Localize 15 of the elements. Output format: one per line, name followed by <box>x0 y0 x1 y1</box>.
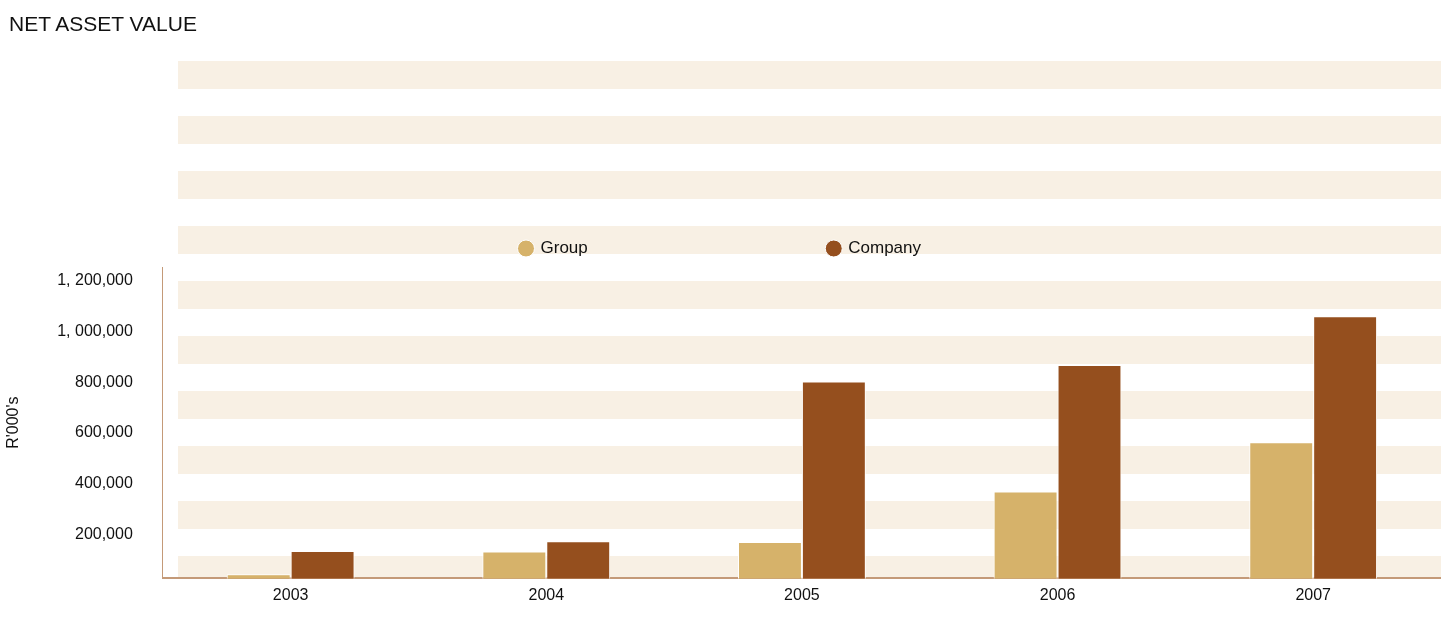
x-tick-label: 2003 <box>272 586 309 604</box>
x-tick-label: 2004 <box>528 586 565 604</box>
y-tick-label: 1, 200,000 <box>57 271 133 289</box>
y-tick-label: 200,000 <box>74 524 133 542</box>
legend-label: Group <box>540 238 588 258</box>
x-tick-label: 2007 <box>1295 586 1332 604</box>
y-tick-label: 800,000 <box>74 372 133 390</box>
chart-title: NET ASSET VALUE <box>9 12 197 36</box>
x-tick-label: 2006 <box>1039 586 1076 604</box>
y-tick-label: 400,000 <box>74 473 133 491</box>
legend-label: Company <box>848 238 922 258</box>
y-tick-label: 600,000 <box>74 423 133 441</box>
x-tick-label: 2005 <box>784 586 820 604</box>
y-axis-title: R'000's <box>4 396 22 449</box>
y-tick-label: 1, 000,000 <box>57 321 133 339</box>
